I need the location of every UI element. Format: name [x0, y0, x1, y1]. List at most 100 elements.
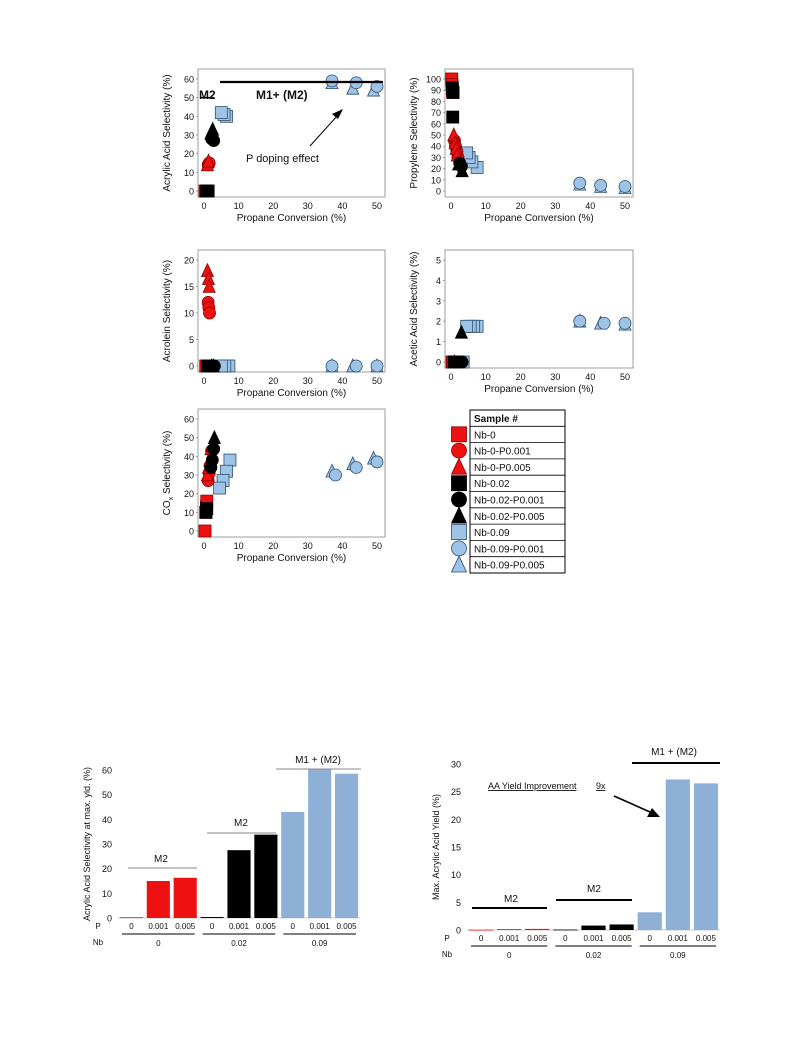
p-tick-label: 0.005: [696, 934, 717, 943]
data-point-square: [451, 524, 467, 540]
y-tick-label: 20: [184, 149, 194, 159]
data-point-triangle: [206, 437, 220, 452]
p-tick-label: 0.001: [229, 922, 250, 931]
bar: [119, 917, 144, 919]
x-tick-label: 40: [585, 372, 595, 382]
m2-label: M2: [199, 88, 216, 102]
y-tick-label: 0: [189, 527, 194, 537]
x-axis-label: Propane Conversion (%): [237, 553, 347, 564]
bar: [525, 928, 550, 930]
plot-frame: [444, 68, 634, 198]
y-tick-label: 0: [436, 187, 441, 197]
y-tick-label: 30: [431, 153, 441, 163]
y-tick-label: 0: [189, 187, 194, 197]
p-doping-label: P doping effect: [246, 153, 319, 165]
data-point-square: [446, 110, 460, 124]
y-axis-label: Propylene Selectivity (%): [409, 77, 420, 188]
y-tick-label: 100: [426, 75, 441, 85]
scatter-panel-5: 0 10 20 30 40 50 60 0 10 20 30 40 50 Propane Conversi…: [162, 408, 386, 564]
x-tick-label: 10: [481, 201, 491, 211]
scatter-panel-1: 0 10 20 30 40 50 60 0 10 20 30 40 50 Propane Conversi…: [162, 68, 386, 224]
data-point-circle: [325, 74, 339, 88]
phase-label: M2: [587, 884, 601, 895]
p-tick-label: 0.001: [499, 934, 520, 943]
p-tick-label: 0: [479, 934, 484, 943]
y-axis-label: Acrolein Selectivity (%): [162, 260, 173, 362]
p-tick-label: 0.005: [337, 922, 358, 931]
data-point-square: [213, 481, 226, 495]
y-tick-label: 20: [102, 864, 112, 874]
data-point-square: [201, 184, 215, 198]
x-tick-label: 30: [550, 201, 560, 211]
bar: [581, 925, 606, 930]
p-tick-label: 0: [129, 922, 134, 931]
y-tick-label: 5: [189, 335, 194, 345]
y-tick-label: 20: [431, 164, 441, 174]
y-tick-label: 5: [436, 256, 441, 266]
x-tick-label: 50: [372, 201, 382, 211]
x-tick-label: 50: [372, 541, 382, 551]
y-tick-label: 80: [431, 97, 441, 107]
legend-entry-label: Nb-0.02-P0.001: [474, 496, 545, 507]
data-point-circle: [370, 80, 384, 93]
data-point-triangle: [206, 358, 220, 373]
y-tick-label: 50: [184, 93, 194, 103]
y-tick-label: 20: [184, 489, 194, 499]
p-tick-label: 0.005: [527, 934, 548, 943]
y-axis-label: Acrylic Acid Selectivity at max. yld. (%…: [82, 767, 92, 921]
plot-frame: [197, 68, 386, 198]
x-tick-label: 20: [516, 372, 526, 382]
y-tick-label: 1: [436, 337, 441, 347]
plot-frame: [197, 249, 386, 373]
data-point-square: [198, 524, 212, 538]
x-tick-label: 40: [585, 201, 595, 211]
y-axis-label: Acetic Acid Selectivity (%): [409, 251, 420, 366]
legend-header: Sample #: [474, 414, 518, 425]
nb-row-label: Nb: [93, 938, 104, 947]
p-tick-label: 0.005: [175, 922, 196, 931]
p-tick-label: 0.005: [612, 934, 633, 943]
x-tick-label: 0: [201, 541, 206, 551]
y-tick-label: 50: [102, 790, 112, 800]
y-tick-label: 60: [184, 415, 194, 425]
y-tick-label: 4: [436, 276, 441, 286]
x-tick-label: 30: [303, 201, 313, 211]
y-tick-label: 25: [451, 787, 461, 797]
x-tick-label: 10: [481, 372, 491, 382]
bar: [227, 850, 251, 918]
data-point-square: [200, 502, 214, 516]
data-point-square: [446, 86, 460, 99]
p-tick-label: 0.001: [148, 922, 169, 931]
nb-group-label: 0: [507, 951, 512, 960]
x-tick-label: 10: [234, 376, 244, 386]
y-tick-label: 10: [431, 175, 441, 185]
bar: [146, 881, 170, 918]
bar: [254, 834, 278, 918]
data-point-circle: [349, 359, 363, 373]
data-point-circle: [205, 453, 219, 467]
data-point-triangle: [201, 153, 216, 168]
y-tick-label: 90: [431, 86, 441, 96]
y-tick-label: 40: [184, 452, 194, 462]
phase-label: M2: [504, 894, 518, 905]
data-point-triangle: [450, 457, 468, 475]
y-tick-label: 10: [184, 168, 194, 178]
data-point-square: [451, 475, 467, 492]
p-tick-label: 0: [210, 922, 215, 931]
p-row-label: P: [444, 934, 449, 943]
data-point-circle: [618, 180, 632, 193]
legend-entry-label: Nb-0-P0.001: [474, 447, 531, 458]
y-tick-label: 15: [184, 282, 194, 292]
m1-label: M1+ (M2): [256, 88, 308, 102]
y-tick-label: 30: [184, 131, 194, 141]
improvement-factor: 9x: [596, 781, 606, 791]
p-tick-label: 0.005: [256, 922, 277, 931]
x-tick-label: 0: [201, 376, 206, 386]
x-tick-label: 30: [303, 541, 313, 551]
y-tick-label: 10: [184, 508, 194, 518]
x-tick-label: 30: [550, 372, 560, 382]
data-point-circle: [618, 316, 632, 330]
data-point-circle: [573, 176, 587, 190]
y-tick-label: 3: [436, 296, 441, 306]
y-tick-label: 0: [456, 926, 461, 936]
